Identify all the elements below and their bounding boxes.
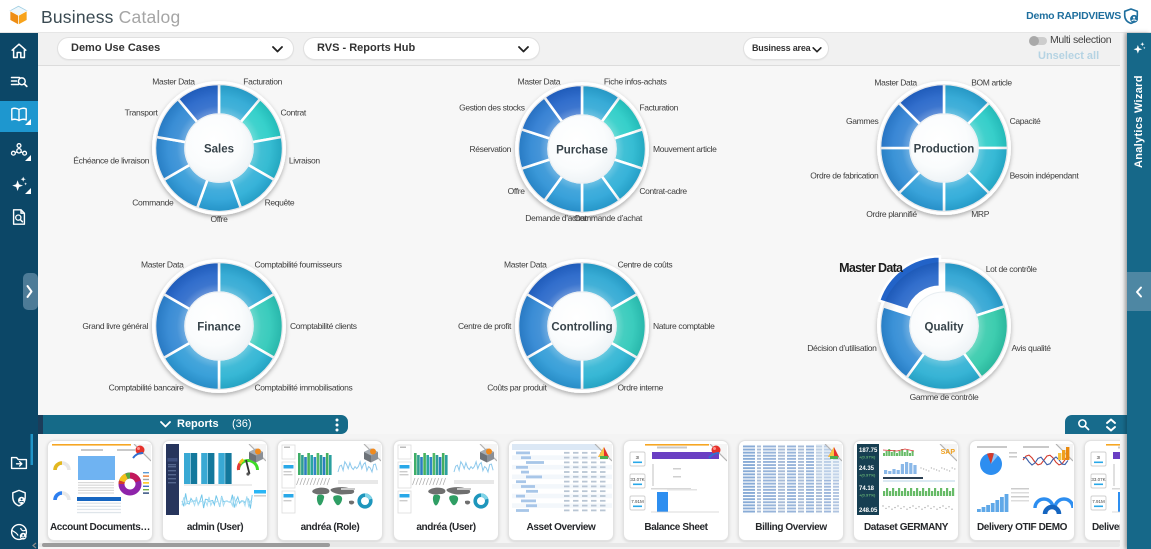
svg-text:Controlling: Controlling [551, 322, 612, 334]
svg-text:Contrat-cadre: Contrat-cadre [639, 186, 687, 196]
svg-text:Finance: Finance [197, 322, 240, 334]
svg-text:3I: 3I [636, 455, 640, 460]
svg-text:Coûts par produit: Coûts par produit [487, 383, 547, 393]
svg-text:Demande d’achat: Demande d’achat [525, 213, 587, 223]
svg-text:Master Data: Master Data [839, 261, 904, 275]
svg-text:BOM article: BOM article [971, 78, 1012, 88]
svg-text:Décision d’utilisation: Décision d’utilisation [807, 343, 877, 353]
svg-text:Comptabilité fournisseurs: Comptabilité fournisseurs [255, 260, 342, 270]
svg-text:24.35: 24.35 [859, 466, 875, 472]
svg-text:Purchase: Purchase [556, 145, 608, 157]
svg-text:Gestion des stocks: Gestion des stocks [459, 103, 525, 113]
svg-text:Contrat: Contrat [281, 108, 307, 118]
svg-text:3I: 3I [1097, 455, 1101, 460]
svg-text:Avis qualité: Avis qualité [1012, 343, 1052, 353]
svg-text:Master Data: Master Data [518, 77, 561, 87]
svg-text:MRP: MRP [971, 209, 990, 219]
svg-text:Comptabilité bancaire: Comptabilité bancaire [109, 383, 184, 393]
svg-text:Comptabilité clients: Comptabilité clients [290, 321, 357, 331]
svg-text:Échéance de livraison: Échéance de livraison [73, 156, 149, 166]
svg-text:248.05: 248.05 [859, 508, 878, 514]
svg-text:33.07K: 33.07K [630, 477, 644, 482]
svg-text:Commande: Commande [132, 198, 174, 208]
svg-text:Nature comptable: Nature comptable [653, 321, 715, 331]
svg-text:Transport: Transport [125, 108, 159, 118]
svg-text:Grand livre général: Grand livre général [82, 321, 148, 331]
svg-text:Fiche infos-achats: Fiche infos-achats [604, 77, 667, 87]
svg-text:Master Data: Master Data [152, 77, 195, 87]
svg-text:Centre de coûts: Centre de coûts [618, 260, 673, 270]
svg-text:Master Data: Master Data [141, 260, 184, 270]
svg-text:Commande d’achat: Commande d’achat [574, 213, 643, 223]
svg-text:Requête: Requête [265, 198, 295, 208]
svg-text:Besoin indépendant: Besoin indépendant [1010, 170, 1080, 180]
svg-text:Centre de profit: Centre de profit [458, 321, 512, 331]
svg-text:33.07K: 33.07K [1091, 477, 1105, 482]
svg-text:Production: Production [914, 144, 975, 156]
svg-text:Lot de contrôle: Lot de contrôle [986, 264, 1038, 274]
svg-text:+(0.97%): +(0.97%) [859, 473, 876, 478]
svg-text:187.75: 187.75 [859, 448, 878, 454]
svg-text:Facturation: Facturation [639, 103, 678, 113]
svg-text:Quality: Quality [925, 322, 965, 334]
svg-text:7.91M: 7.91M [1092, 499, 1105, 504]
svg-text:Capacité: Capacité [1010, 116, 1041, 126]
svg-text:74.18: 74.18 [859, 486, 875, 492]
svg-text:Gamme de contrôle: Gamme de contrôle [910, 392, 979, 402]
svg-text:Offre: Offre [508, 186, 526, 196]
svg-text:Gammes: Gammes [846, 116, 878, 126]
svg-text:Ordre plannifié: Ordre plannifié [866, 209, 917, 219]
svg-text:Mouvement article: Mouvement article [653, 144, 717, 154]
svg-text:7.91M: 7.91M [631, 499, 644, 504]
svg-text:Comptabilité immobilisations: Comptabilité immobilisations [255, 383, 353, 393]
svg-text:Livraison: Livraison [289, 156, 320, 166]
svg-text:Master Data: Master Data [504, 260, 547, 270]
svg-text:Ordre de fabrication: Ordre de fabrication [810, 170, 879, 180]
svg-text:Réservation: Réservation [469, 144, 511, 154]
svg-text:Master Data: Master Data [874, 78, 917, 88]
svg-text:Ordre interne: Ordre interne [618, 383, 664, 393]
svg-text:+(0.97%): +(0.97%) [859, 493, 876, 498]
svg-text:Facturation: Facturation [243, 77, 282, 87]
svg-text:Sales: Sales [204, 144, 234, 156]
svg-text:Offre: Offre [211, 214, 229, 224]
svg-text:SAP: SAP [941, 449, 956, 456]
svg-text:+(0.97%): +(0.97%) [859, 455, 876, 460]
